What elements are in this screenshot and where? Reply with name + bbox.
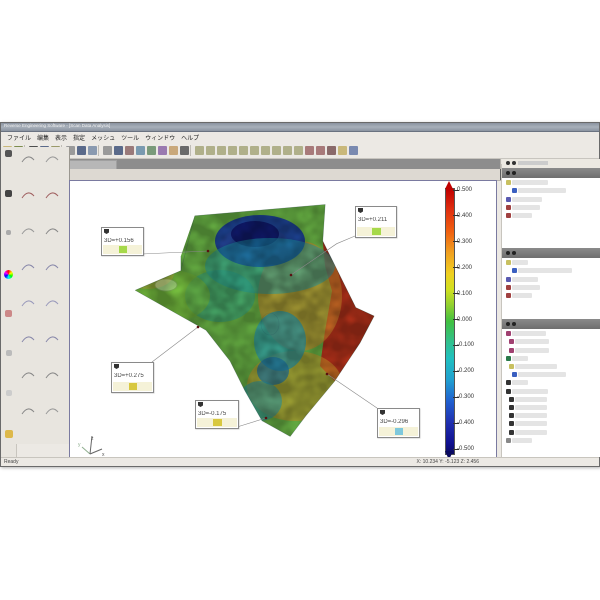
svg-text:y: y: [78, 442, 81, 448]
svg-text:z: z: [91, 436, 94, 442]
